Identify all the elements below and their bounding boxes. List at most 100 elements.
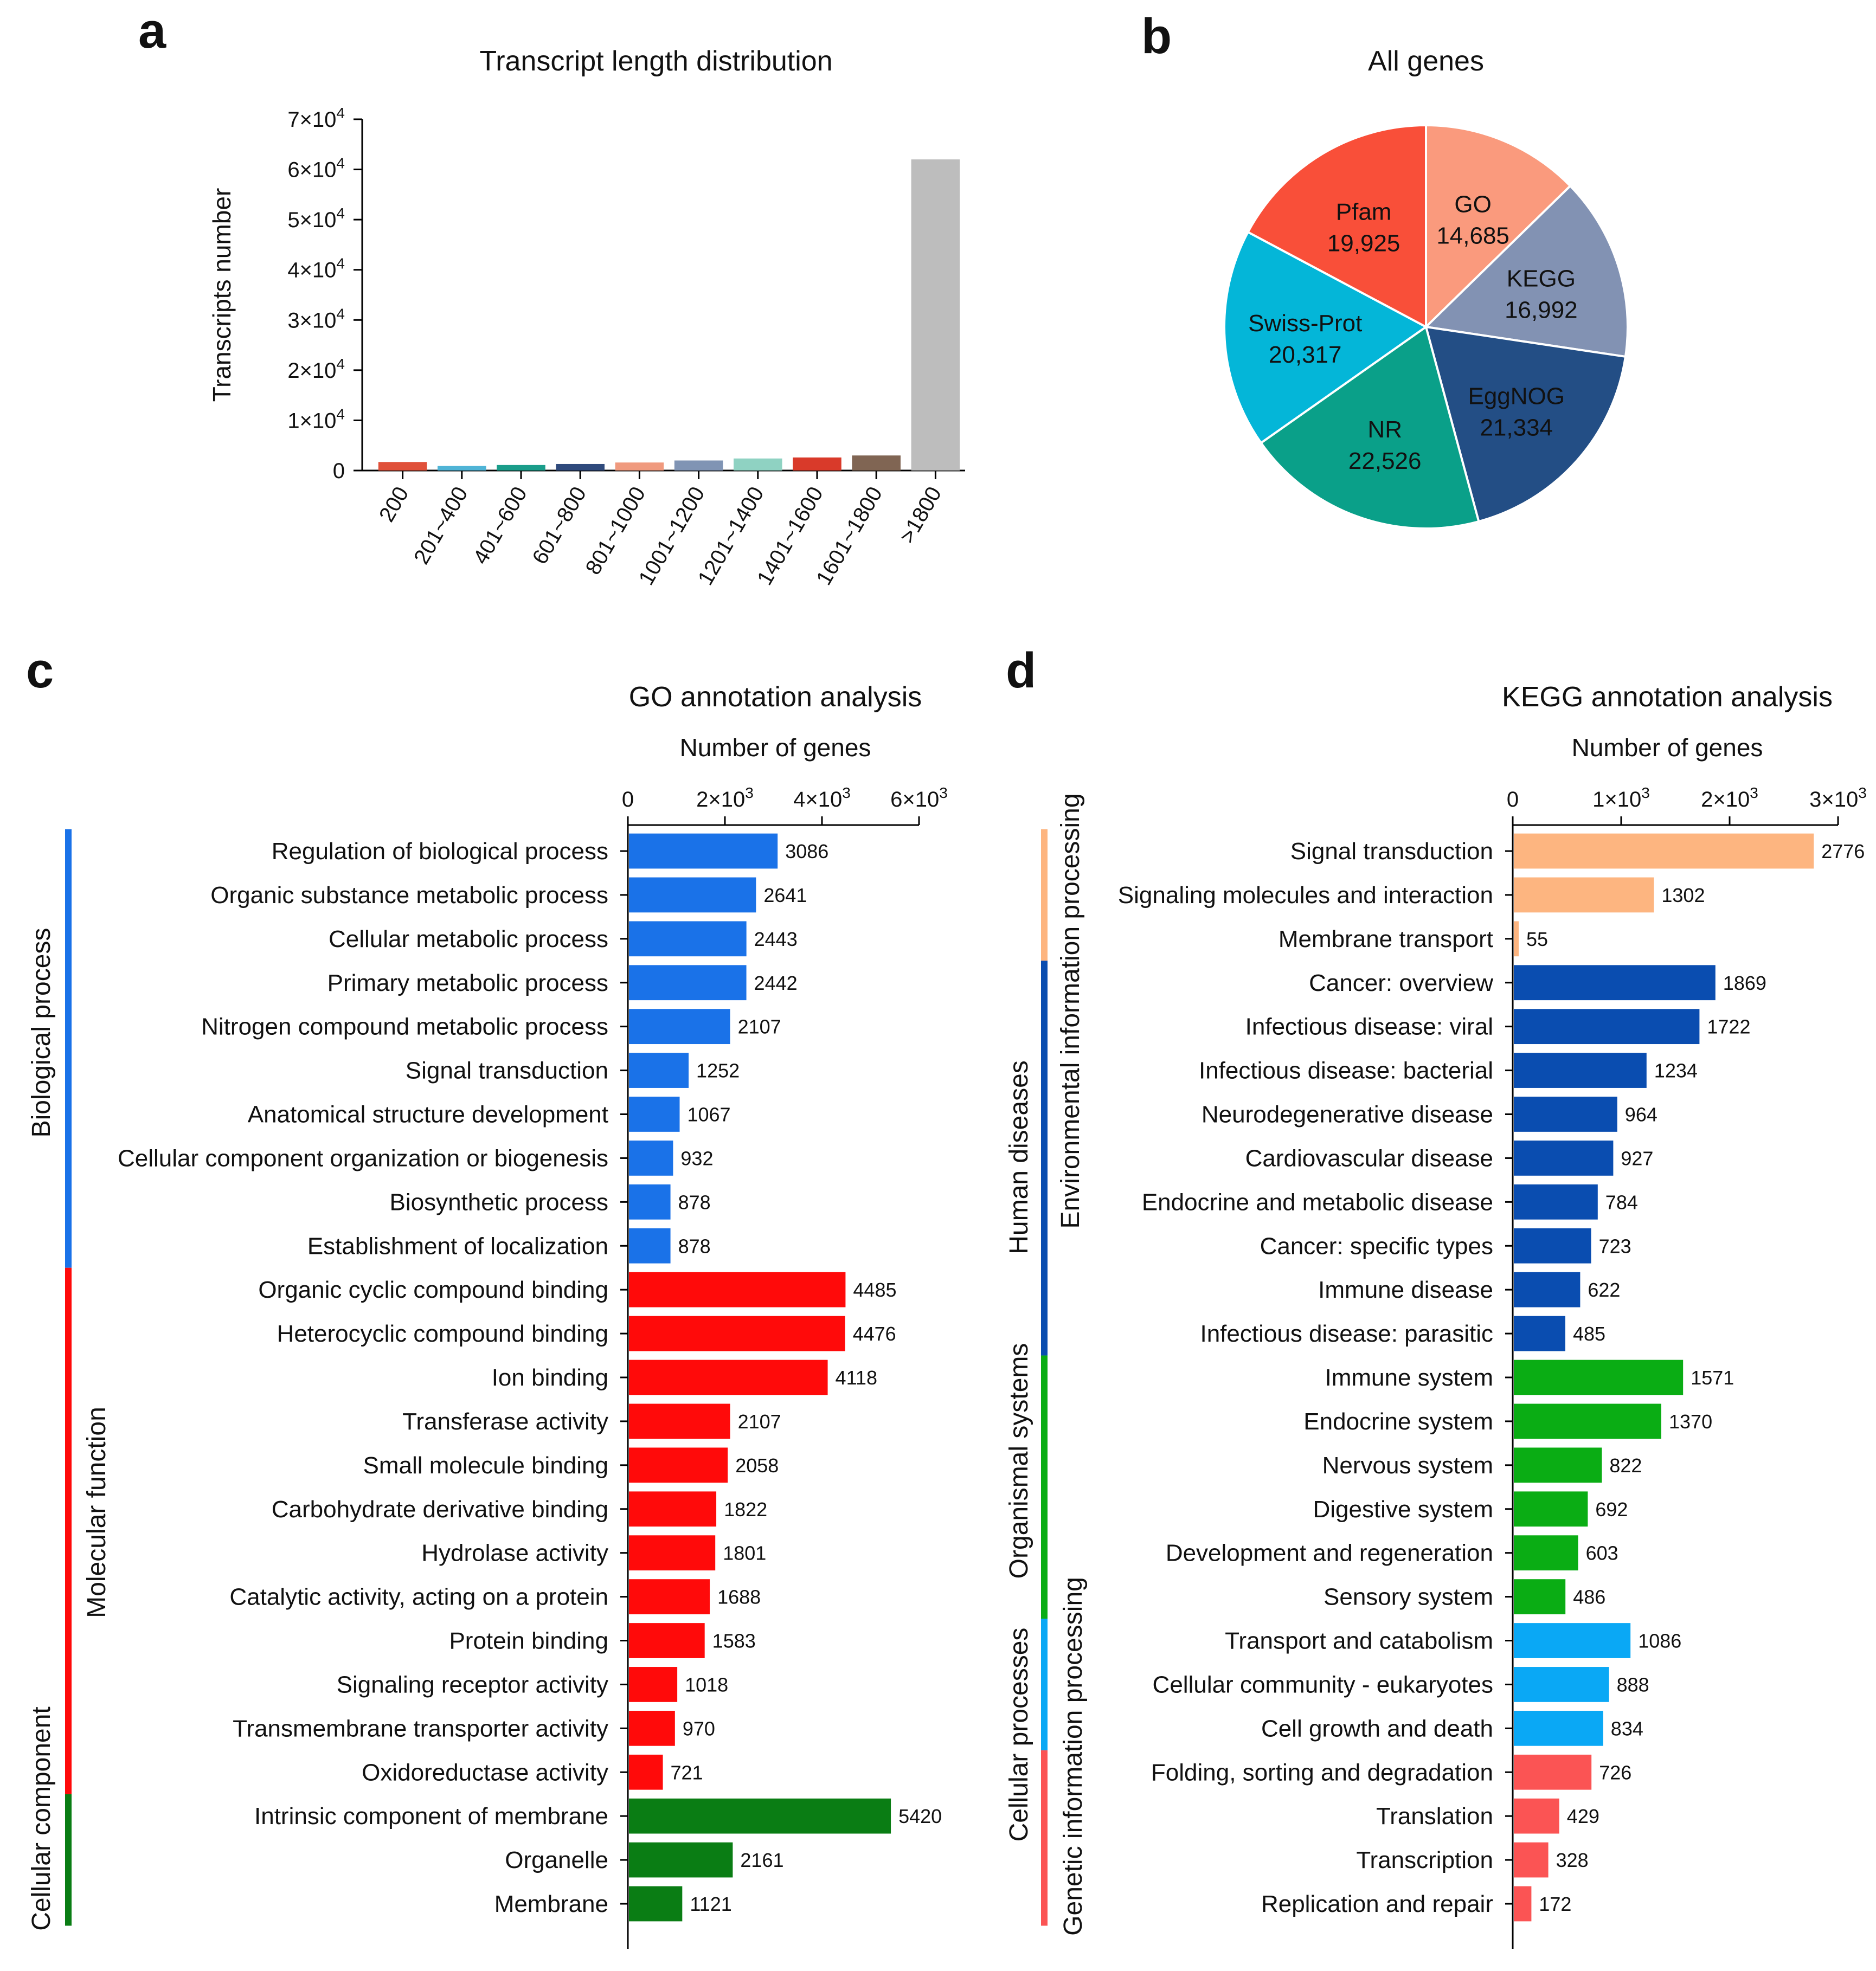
chart-c-value-hydrolase-activity: 1801 bbox=[723, 1542, 766, 1564]
chart-a-bar-1001-1200 bbox=[674, 460, 723, 471]
chart-c-category-carbohydrate-derivative-binding: Carbohydrate derivative binding bbox=[272, 1496, 608, 1523]
chart-d-group-label-organismal-systems: Organismal systems bbox=[1005, 1343, 1033, 1579]
chart-a-ytick-label: 1×104 bbox=[287, 405, 345, 433]
chart-c-group-bar-biological-process bbox=[65, 829, 72, 1268]
chart-d-category-immune-system: Immune system bbox=[1325, 1364, 1493, 1391]
chart-d-value-translation: 429 bbox=[1567, 1805, 1599, 1827]
chart-d-bar-cardiovascular-disease bbox=[1514, 1141, 1614, 1176]
chart-d-category-endocrine-and-metabolic-disease: Endocrine and metabolic disease bbox=[1142, 1189, 1493, 1215]
chart-c-category-nitrogen-compound-metabolic-process: Nitrogen compound metabolic process bbox=[201, 1014, 608, 1040]
chart-c-value-nitrogen-compound-metabolic-process: 2107 bbox=[738, 1016, 781, 1038]
chart-d-xtick-label: 2×103 bbox=[1701, 784, 1758, 811]
chart-a-bar-1601-1800 bbox=[852, 455, 901, 471]
chart-c-category-anatomical-structure-development: Anatomical structure development bbox=[248, 1102, 608, 1128]
pie-slice-eggnog bbox=[1424, 325, 1627, 523]
chart-d-value-development-and-regeneration: 603 bbox=[1586, 1542, 1618, 1564]
pie-label-eggnog: EggNOG bbox=[1468, 383, 1565, 409]
chart-d-category-replication-and-repair: Replication and repair bbox=[1261, 1891, 1493, 1917]
chart-a-xtick-label-801-1000: 801~1000 bbox=[581, 483, 651, 579]
chart-c-category-transferase-activity: Transferase activity bbox=[402, 1408, 608, 1435]
chart-c-xtick-label: 2×103 bbox=[696, 784, 754, 811]
chart-c-category-transmembrane-transporter-activity: Transmembrane transporter activity bbox=[233, 1715, 608, 1742]
pie-value-pfam: 19,925 bbox=[1327, 230, 1400, 257]
chart-d-value-transcription: 328 bbox=[1556, 1849, 1589, 1871]
chart-c-category-organic-cyclic-compound-binding: Organic cyclic compound binding bbox=[258, 1277, 608, 1303]
chart-d-value-digestive-system: 692 bbox=[1595, 1498, 1628, 1521]
chart-d-bar-signal-transduction bbox=[1514, 833, 1814, 869]
chart-c-bar-anatomical-structure-development bbox=[629, 1097, 680, 1132]
chart-d-bar-cellular-community-eukaryotes bbox=[1514, 1667, 1609, 1702]
chart-d-xtick-label: 0 bbox=[1507, 788, 1519, 811]
chart-d-value-membrane-transport: 55 bbox=[1526, 928, 1548, 950]
chart-d-bar-folding-sorting-and-degradation bbox=[1514, 1754, 1592, 1790]
chart-c-category-membrane: Membrane bbox=[494, 1891, 608, 1917]
chart-d-category-cancer-specific-types: Cancer: specific types bbox=[1260, 1233, 1493, 1259]
chart-d-bar-membrane-transport bbox=[1514, 921, 1519, 957]
chart-c-group-bar-molecular-function bbox=[65, 1267, 72, 1794]
pie-label-pfam: Pfam bbox=[1336, 199, 1392, 226]
panel-c-go-annotation-chart: GO annotation analysis Number of genes 0 2×… bbox=[27, 681, 948, 1949]
chart-c-bar-catalytic-activity-acting-on-a-protein bbox=[629, 1579, 710, 1614]
chart-c-xtick-label: 0 bbox=[622, 788, 634, 811]
chart-c-bar-carbohydrate-derivative-binding bbox=[629, 1491, 717, 1527]
pie-label-swiss-prot: Swiss-Prot bbox=[1248, 310, 1362, 337]
chart-c-category-heterocyclic-compound-binding: Heterocyclic compound binding bbox=[277, 1321, 608, 1347]
chart-c-value-transferase-activity: 2107 bbox=[738, 1410, 781, 1433]
chart-a-bar-1800 bbox=[911, 159, 960, 471]
pie-value-go: 14,685 bbox=[1436, 222, 1509, 249]
panel-a-transcript-length-chart: Transcript length distribution Transcript… bbox=[208, 46, 965, 589]
chart-c-value-primary-metabolic-process: 2442 bbox=[754, 972, 798, 994]
pie-value-swiss-prot: 20,317 bbox=[1269, 342, 1342, 368]
chart-c-bar-organic-cyclic-compound-binding bbox=[629, 1272, 846, 1307]
chart-d-value-immune-disease: 622 bbox=[1588, 1279, 1620, 1301]
chart-c-xtick-label: 4×103 bbox=[793, 784, 851, 811]
chart-c-group-label-molecular-function: Molecular function bbox=[82, 1407, 111, 1618]
chart-c-group-label-biological-process: Biological process bbox=[27, 928, 56, 1138]
pie-label-nr: NR bbox=[1367, 416, 1402, 443]
chart-d-bar-infectious-disease-parasitic bbox=[1514, 1316, 1565, 1351]
chart-c-category-organelle: Organelle bbox=[505, 1847, 608, 1873]
chart-d-value-infectious-disease-parasitic: 485 bbox=[1573, 1323, 1605, 1345]
pie-label-go: GO bbox=[1454, 191, 1491, 217]
chart-c-bar-heterocyclic-compound-binding bbox=[629, 1316, 845, 1351]
chart-c-group-label-cellular-component: Cellular component bbox=[27, 1706, 56, 1931]
chart-c-category-biosynthetic-process: Biosynthetic process bbox=[389, 1189, 608, 1215]
chart-c-bar-transmembrane-transporter-activity bbox=[629, 1710, 675, 1746]
chart-b-title: All genes bbox=[1368, 46, 1484, 77]
chart-d-group-label-genetic-information-processing: Genetic information processing bbox=[1059, 1577, 1088, 1936]
chart-c-value-organic-substance-metabolic-process: 2641 bbox=[763, 884, 807, 906]
chart-a-ytick-label: 0 bbox=[333, 459, 345, 483]
chart-a-ytick-label: 7×104 bbox=[287, 105, 345, 132]
chart-d-value-signal-transduction: 2776 bbox=[1821, 840, 1865, 862]
chart-c-value-transmembrane-transporter-activity: 970 bbox=[683, 1717, 715, 1740]
chart-d-bar-sensory-system bbox=[1514, 1579, 1566, 1614]
chart-c-bar-transferase-activity bbox=[629, 1403, 730, 1439]
chart-c-bar-oxidoreductase-activity bbox=[629, 1754, 663, 1790]
panel-b-all-genes-pie: All genes GO 14,685 KEGG 16,992 EggNOG 21,334 N… bbox=[1223, 46, 1629, 530]
chart-a-xtick-label-401-600: 401~600 bbox=[468, 483, 532, 569]
chart-d-group-bar-cellular-processes bbox=[1041, 1619, 1048, 1750]
chart-d-value-immune-system: 1571 bbox=[1691, 1367, 1734, 1389]
chart-d-category-translation: Translation bbox=[1376, 1803, 1493, 1830]
chart-a-bar-200 bbox=[378, 462, 427, 471]
chart-c-bar-organic-substance-metabolic-process bbox=[629, 877, 756, 913]
chart-c-xtick-label: 6×103 bbox=[890, 784, 948, 811]
chart-d-category-nervous-system: Nervous system bbox=[1322, 1452, 1493, 1479]
chart-d-bar-replication-and-repair bbox=[1514, 1886, 1532, 1922]
chart-d-title: KEGG annotation analysis bbox=[1502, 681, 1833, 713]
chart-c-bar-nitrogen-compound-metabolic-process bbox=[629, 1009, 730, 1045]
chart-d-value-replication-and-repair: 172 bbox=[1539, 1893, 1571, 1915]
chart-d-bar-cancer-overview bbox=[1514, 965, 1716, 1001]
chart-c-value-carbohydrate-derivative-binding: 1822 bbox=[724, 1498, 767, 1521]
chart-d-bar-development-and-regeneration bbox=[1514, 1535, 1578, 1571]
chart-a-bar-1401-1600 bbox=[793, 457, 841, 471]
chart-c-bar-signaling-receptor-activity bbox=[629, 1667, 678, 1702]
chart-c-value-ion-binding: 4118 bbox=[836, 1367, 877, 1389]
chart-c-bar-cellular-metabolic-process bbox=[629, 921, 747, 957]
chart-c-value-signal-transduction: 1252 bbox=[696, 1060, 740, 1082]
chart-a-bar-401-600 bbox=[497, 465, 545, 471]
chart-c-bar-protein-binding bbox=[629, 1623, 705, 1658]
chart-d-value-transport-and-catabolism: 1086 bbox=[1638, 1630, 1681, 1652]
chart-c-category-intrinsic-component-of-membrane: Intrinsic component of membrane bbox=[254, 1803, 608, 1830]
chart-c-bar-cellular-component-organization-or-biogenesis bbox=[629, 1141, 673, 1176]
